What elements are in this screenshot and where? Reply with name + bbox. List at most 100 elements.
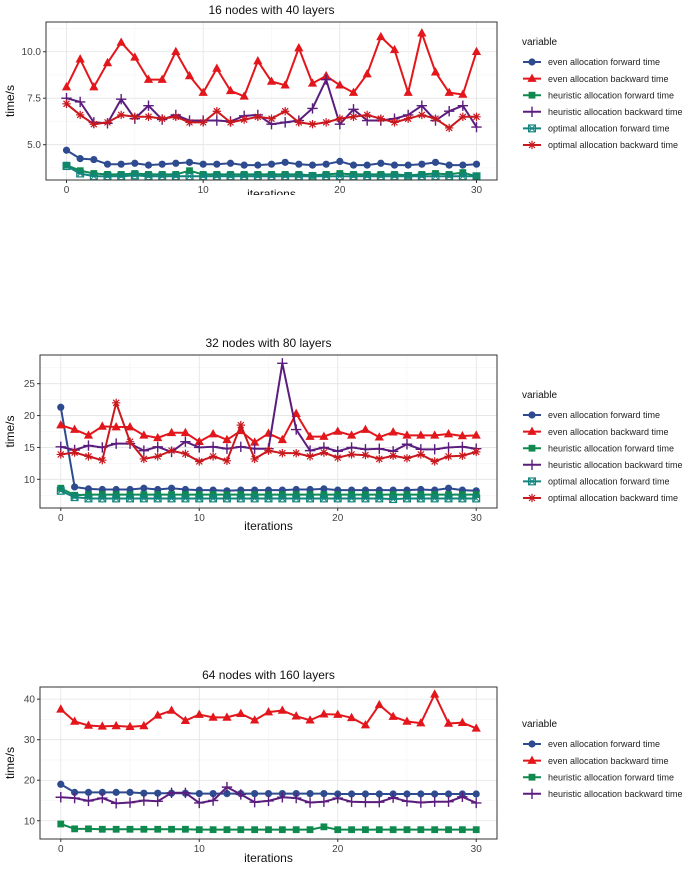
data-point: [112, 494, 121, 503]
data-point: [280, 107, 290, 116]
legend-label: optimal allocation forward time: [548, 477, 670, 487]
data-point: [154, 825, 162, 833]
data-point: [76, 155, 84, 163]
data-point: [104, 171, 111, 178]
data-point: [417, 790, 425, 798]
legend-item-heuristic-allocation-backward-time: heuristic allocation backward time: [523, 459, 683, 470]
data-point: [267, 114, 276, 123]
legend-item-even-allocation-forward-time: even allocation forward time: [523, 739, 660, 749]
data-point: [75, 54, 85, 63]
legend-marker: [526, 459, 538, 470]
data-point: [57, 484, 65, 492]
data-point: [403, 114, 413, 123]
data-point: [306, 494, 315, 503]
data-point: [70, 493, 79, 502]
data-point: [69, 792, 80, 804]
data-point: [459, 161, 467, 169]
data-point: [225, 85, 236, 95]
data-point: [56, 450, 65, 459]
x-tick-label: 10: [198, 185, 210, 195]
legend-item-optimal-allocation-backward-time: optimal allocation backward time: [523, 493, 678, 503]
data-point: [167, 484, 176, 492]
data-point: [472, 112, 481, 121]
data-point: [167, 494, 176, 503]
data-point: [125, 721, 135, 731]
data-point: [389, 826, 397, 834]
data-point: [292, 494, 301, 503]
data-point: [212, 63, 222, 72]
chart-16-nodes: 16 nodes with 40 layers 0 10 20 30 5.0 7.5 10.0…: [3, 3, 683, 195]
data-point: [403, 87, 413, 96]
y-tick-label: 20: [24, 776, 36, 787]
data-point: [431, 158, 440, 166]
data-point: [71, 788, 79, 796]
data-point: [291, 711, 301, 720]
data-point: [318, 796, 330, 807]
data-point: [111, 720, 121, 730]
data-point: [430, 689, 440, 698]
data-point: [103, 118, 112, 127]
legend-label: optimal allocation forward time: [548, 124, 670, 134]
data-point: [153, 432, 163, 442]
data-point: [236, 420, 246, 430]
chart-panel-16-nodes: 16 nodes with 40 layers 0 10 20 30 5.0 7.5 10.0…: [0, 0, 700, 195]
data-point: [194, 709, 204, 718]
series-even-allocation-backward-time: [56, 408, 481, 446]
data-point: [416, 450, 426, 459]
data-point: [140, 484, 148, 492]
data-point: [363, 161, 371, 169]
data-point: [333, 494, 342, 503]
data-point: [346, 430, 357, 439]
data-point: [402, 430, 412, 439]
y-tick-label: 30: [24, 735, 36, 746]
legend-item-even-allocation-backward-time: even allocation backward time: [523, 426, 669, 437]
data-point: [457, 100, 469, 111]
data-point: [116, 37, 126, 46]
legend-marker: [528, 773, 536, 781]
data-point: [253, 112, 263, 121]
data-point: [186, 167, 193, 175]
data-point: [222, 456, 232, 466]
data-point: [277, 434, 287, 444]
data-point: [471, 797, 482, 809]
data-point: [90, 170, 98, 177]
data-point: [471, 121, 482, 133]
series-heuristic-allocation-forward-time: [57, 820, 480, 834]
data-point: [333, 453, 342, 462]
data-point: [322, 160, 330, 168]
data-point: [194, 436, 204, 445]
data-point: [116, 110, 126, 120]
data-point: [307, 103, 318, 114]
data-point: [402, 716, 412, 725]
data-point: [251, 826, 259, 834]
data-point: [277, 792, 288, 803]
data-point: [295, 171, 303, 178]
data-point: [402, 494, 411, 503]
data-point: [85, 825, 92, 833]
data-point: [222, 712, 232, 721]
data-point: [472, 494, 481, 503]
data-point: [70, 424, 80, 433]
data-point: [320, 74, 332, 85]
data-point: [152, 441, 163, 452]
data-point: [185, 158, 194, 166]
data-point: [443, 796, 454, 807]
data-point: [377, 171, 385, 178]
data-point: [416, 494, 425, 503]
data-point: [56, 486, 65, 495]
data-point: [117, 160, 125, 168]
data-point: [76, 169, 85, 178]
data-point: [458, 494, 467, 503]
data-point: [388, 711, 398, 720]
data-point: [268, 171, 275, 178]
data-point: [444, 452, 453, 461]
data-point: [361, 790, 370, 798]
plot-frame: [45, 21, 498, 181]
data-point: [250, 437, 260, 446]
data-point: [208, 712, 218, 721]
legend-item-optimal-allocation-backward-time: optimal allocation backward time: [523, 140, 678, 150]
x-axis-label: iterations: [244, 519, 293, 533]
legend-label: heuristic allocation forward time: [548, 772, 674, 782]
series-optimal-allocation-backward-time: [62, 99, 481, 133]
data-point: [334, 826, 342, 834]
